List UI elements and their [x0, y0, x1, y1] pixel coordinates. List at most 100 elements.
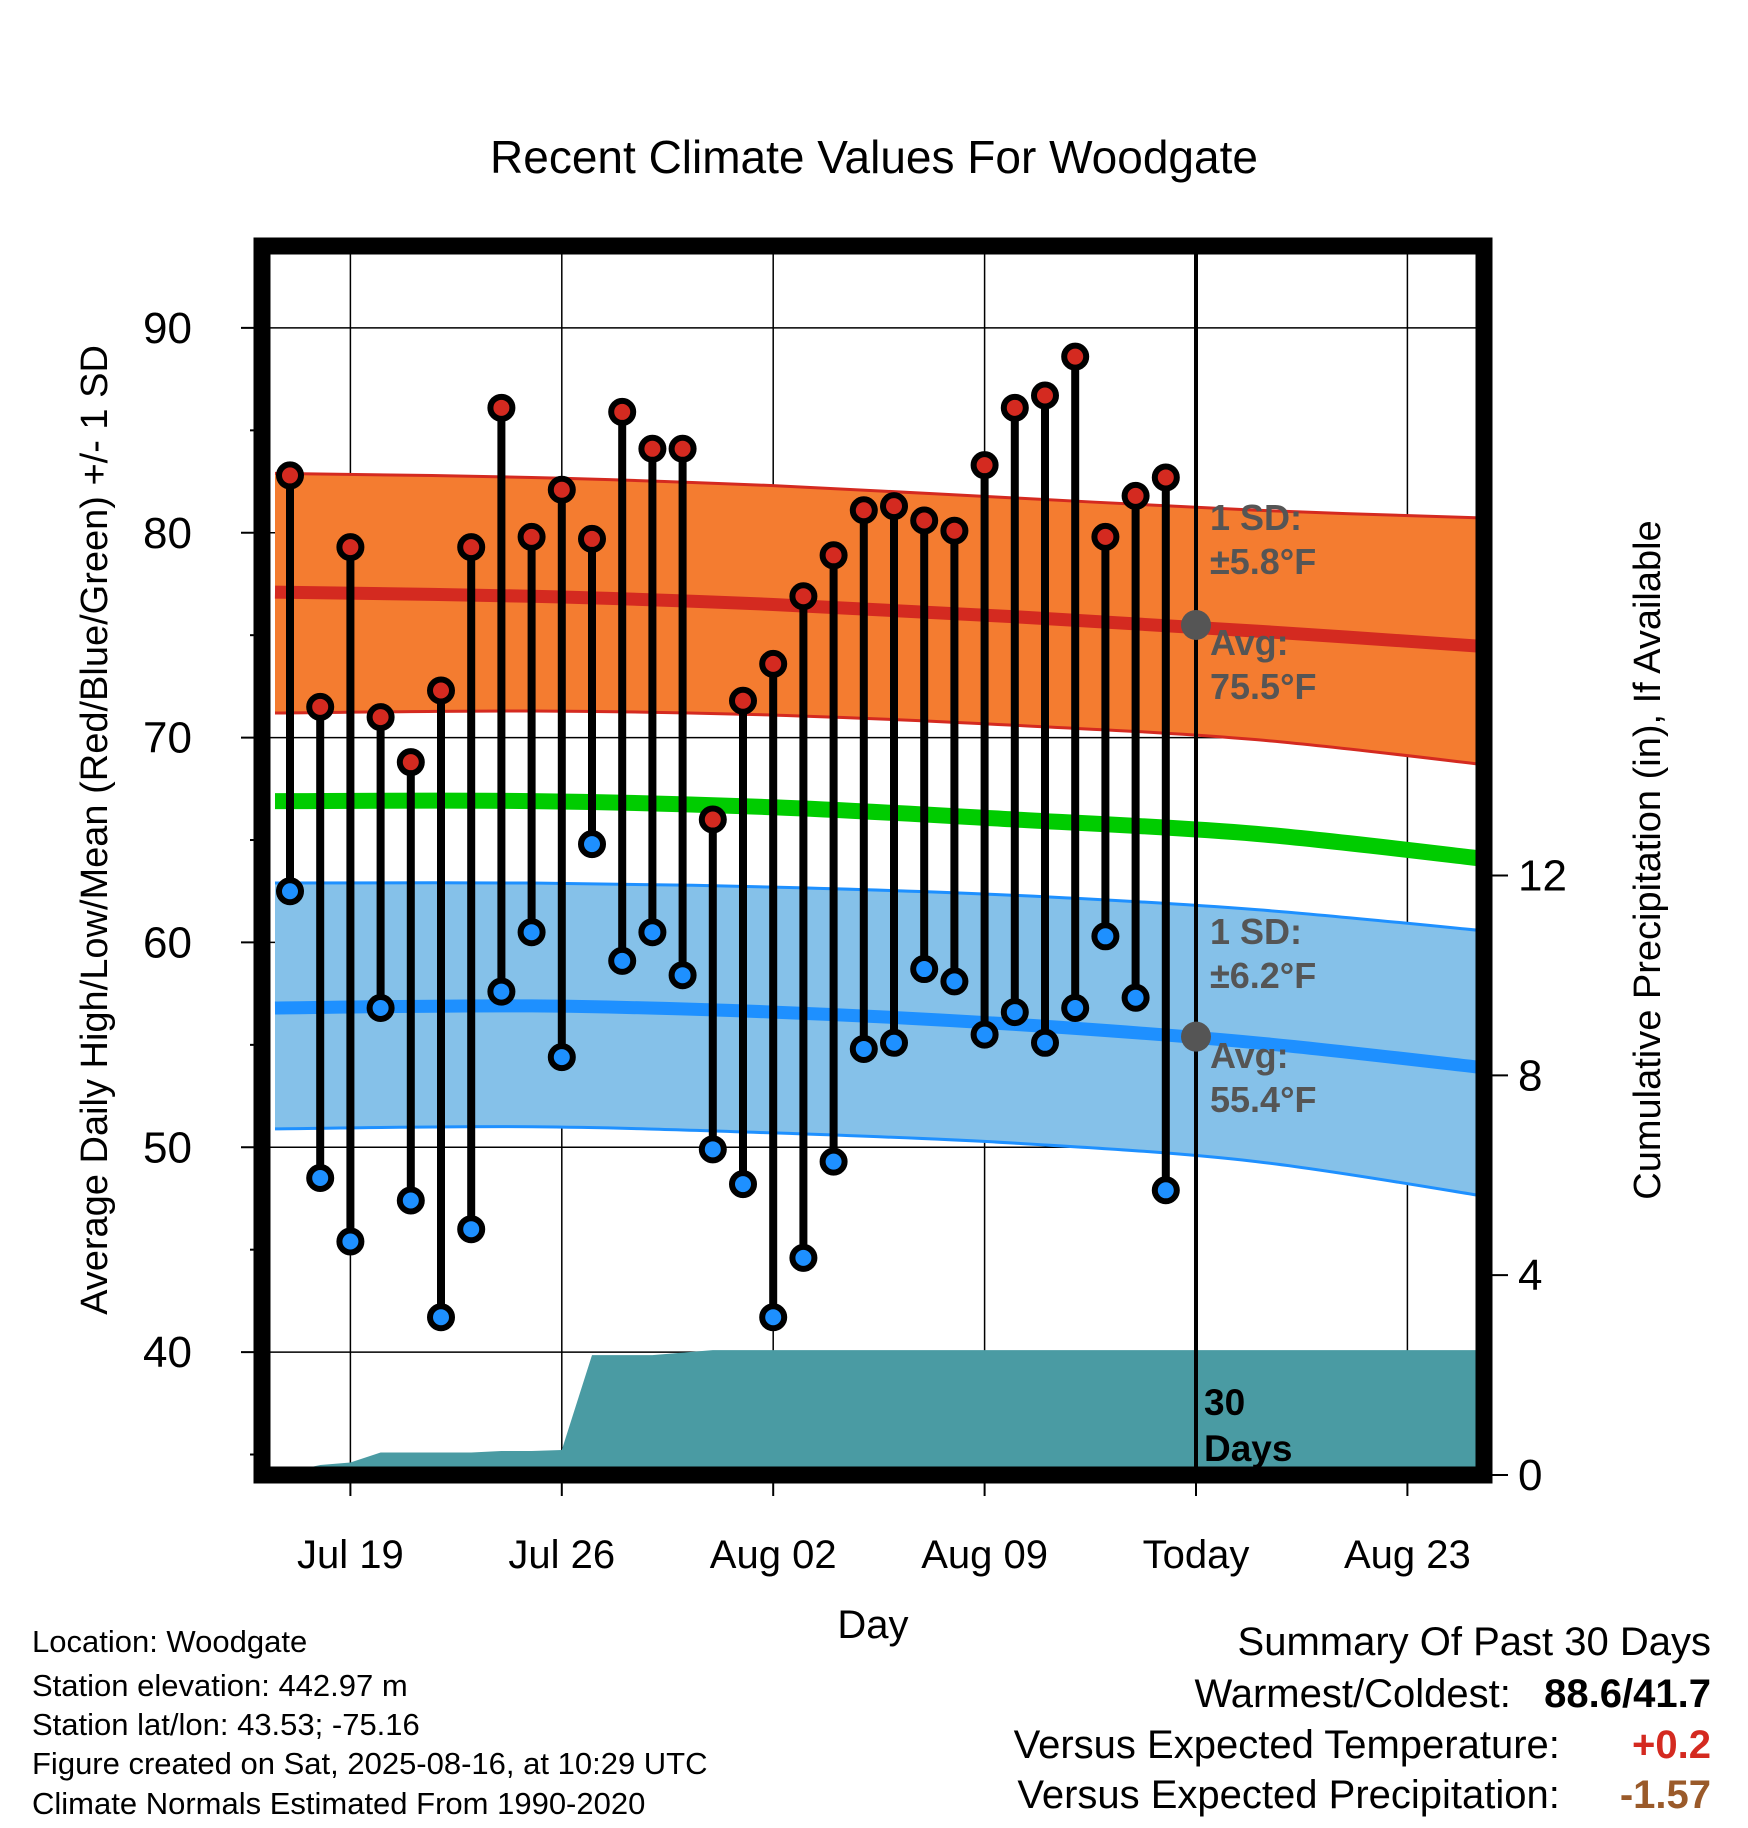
low-avg-annotation: Avg: 55.4°F [1210, 1035, 1316, 1120]
summary-precip: Versus Expected Precipitation: -1.57 [1017, 1773, 1711, 1818]
low-sd-band [275, 882, 1484, 1197]
low-point-28 [1121, 983, 1150, 1012]
low-point-6 [457, 1215, 486, 1244]
low-point-29 [1151, 1176, 1180, 1205]
x-tick-label-3: Aug 09 [921, 1533, 1048, 1577]
high-point-13 [668, 434, 697, 463]
low-point-21 [910, 955, 939, 984]
precip-value: -1.57 [1619, 1773, 1711, 1817]
precip-label: Versus Expected Precipitation: [1017, 1773, 1560, 1817]
mean-avg-line [274, 792, 1484, 867]
low-point-1 [306, 1163, 335, 1192]
high-point-18 [819, 541, 848, 570]
high-point-24 [1000, 393, 1029, 422]
high-point-20 [880, 492, 908, 521]
high-point-2 [336, 533, 365, 562]
low-point-19 [849, 1034, 878, 1063]
plot-frame [253, 237, 1493, 1484]
today-low-avg-marker [1181, 1021, 1211, 1052]
y-tick-label-2: 60 [143, 918, 192, 967]
high-point-17 [789, 582, 818, 611]
x-axis-label: Day [837, 1603, 908, 1647]
high-point-29 [1151, 463, 1180, 492]
high-point-11 [608, 397, 637, 426]
y2-tick-label-2: 8 [1518, 1051, 1542, 1100]
high-point-15 [729, 686, 757, 715]
low-point-7 [487, 977, 516, 1006]
high-point-25 [1031, 381, 1059, 410]
high-point-22 [940, 516, 969, 545]
y-axis-label: Average Daily High/Low/Mean (Red/Blue/Gr… [74, 345, 116, 1315]
y2-tick-label-1: 4 [1518, 1251, 1542, 1300]
high-point-21 [910, 506, 939, 535]
low-point-18 [819, 1147, 848, 1176]
coldest-value: 41.7 [1633, 1672, 1711, 1716]
info-latlon: Station lat/lon: 43.53; -75.16 [32, 1707, 420, 1742]
summary-warm-cold: Warmest/Coldest: 88.6/41.7 [1194, 1672, 1711, 1716]
info-created: Figure created on Sat, 2025-08-16, at 10… [32, 1746, 708, 1781]
low-point-8 [517, 918, 546, 947]
high-avg-annotation: Avg: 75.5°F [1210, 622, 1316, 707]
low-avg-line [274, 999, 1484, 1075]
high-point-14 [698, 805, 727, 834]
low-point-2 [336, 1227, 365, 1256]
high-point-12 [638, 434, 667, 463]
high-point-16 [759, 649, 788, 678]
temp-value: +0.2 [1632, 1723, 1711, 1767]
y2-tick-label-0: 0 [1518, 1451, 1542, 1500]
low-point-3 [366, 993, 395, 1022]
y-tick-label-0: 40 [143, 1328, 192, 1377]
high-point-4 [396, 748, 425, 777]
high-point-27 [1091, 522, 1120, 551]
high-upper-line [274, 471, 1484, 520]
summary-temp: Versus Expected Temperature: +0.2 [1014, 1723, 1711, 1768]
precip-area [275, 1350, 1484, 1475]
low-point-12 [638, 918, 667, 947]
low-point-26 [1061, 993, 1090, 1022]
low-point-14 [698, 1135, 727, 1164]
high-point-0 [276, 461, 304, 490]
high-point-1 [306, 692, 335, 721]
info-elevation: Station elevation: 442.97 m [32, 1668, 408, 1703]
y2-axis-label: Cumulative Precipitation (in), If Availa… [1627, 520, 1669, 1199]
high-point-5 [427, 676, 455, 705]
info-normals: Climate Normals Estimated From 1990-2020 [32, 1786, 646, 1821]
low-point-16 [759, 1303, 788, 1332]
low-point-4 [396, 1186, 425, 1215]
high-point-10 [578, 524, 606, 553]
high-point-19 [849, 496, 878, 525]
low-point-10 [578, 830, 606, 859]
high-lower-line [274, 709, 1484, 767]
x-tick-label-1: Jul 26 [508, 1533, 615, 1577]
high-point-6 [457, 533, 486, 562]
low-sd-annotation: 1 SD: ±6.2°F [1210, 911, 1316, 996]
high-sd-band [275, 473, 1484, 765]
x-tick-label-0: Jul 19 [297, 1533, 404, 1577]
y-tick-label-4: 80 [143, 509, 192, 558]
low-point-27 [1091, 922, 1120, 951]
high-point-3 [366, 703, 395, 732]
low-point-24 [1000, 998, 1029, 1027]
high-point-26 [1061, 342, 1090, 371]
low-point-15 [729, 1170, 757, 1199]
low-lower-line [274, 1125, 1484, 1198]
info-location: Location: Woodgate [32, 1624, 308, 1659]
low-point-17 [789, 1243, 818, 1272]
high-point-9 [547, 475, 576, 504]
y-tick-label-1: 50 [143, 1123, 192, 1172]
low-point-13 [668, 961, 697, 990]
period-annotation: 30 Days [1204, 1382, 1292, 1469]
high-point-7 [487, 393, 516, 422]
high-avg-line [274, 585, 1484, 654]
low-upper-line [274, 881, 1484, 933]
high-sd-annotation: 1 SD: ±5.8°F [1210, 497, 1316, 582]
warm-cold-label: Warmest/Coldest: [1194, 1672, 1511, 1716]
high-point-8 [517, 522, 546, 551]
low-point-0 [276, 877, 304, 906]
summary-title: Summary Of Past 30 Days [1237, 1620, 1711, 1664]
low-point-23 [970, 1020, 999, 1049]
high-point-23 [970, 451, 999, 480]
low-point-5 [427, 1303, 455, 1332]
today-high-avg-marker [1181, 609, 1211, 640]
